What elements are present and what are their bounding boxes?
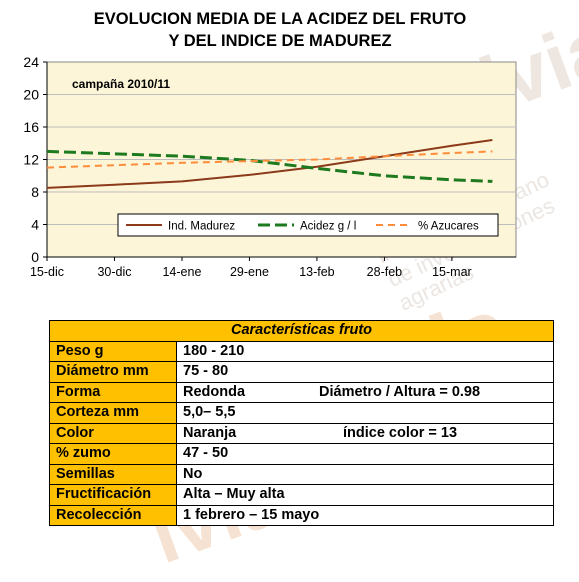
table-row: Color Naranja índice color = 13 bbox=[49, 422, 554, 444]
row-label: Semillas bbox=[49, 463, 177, 485]
row-value-cell: 47 - 50 bbox=[176, 443, 554, 465]
table-header-row: Características fruto bbox=[49, 320, 554, 342]
row-value: 75 - 80 bbox=[183, 363, 229, 380]
row-value: Naranja bbox=[183, 424, 237, 441]
legend-box bbox=[117, 213, 499, 237]
table-row: Semillas No bbox=[49, 463, 554, 485]
series-line-2 bbox=[46, 150, 493, 169]
table-row: Fructificación Alta – Muy alta bbox=[49, 484, 554, 506]
x-tick-label: 28-feb bbox=[367, 265, 402, 279]
row-label: Fructificación bbox=[49, 484, 177, 506]
row-label: Peso g bbox=[49, 340, 177, 362]
legend-label-1: Acidez g / l bbox=[300, 221, 356, 233]
legend-label-0: Ind. Madurez bbox=[168, 221, 235, 233]
x-tick-label: 15-dic bbox=[30, 265, 64, 279]
chart-title: EVOLUCION MEDIA DE LA ACIDEZ DEL FRUTO Y… bbox=[40, 8, 520, 52]
x-tick-label: 14-ene bbox=[162, 265, 201, 279]
row-value: Redonda bbox=[183, 383, 246, 400]
y-tick-label: 0 bbox=[31, 249, 39, 265]
table-row: Diámetro mm 75 - 80 bbox=[49, 361, 554, 383]
row-value-cell: Redonda Diámetro / Altura = 0.98 bbox=[176, 381, 554, 403]
row-value-cell: 180 - 210 bbox=[176, 340, 554, 362]
row-value-cell: Alta – Muy alta bbox=[176, 484, 554, 506]
row-extra: índice color = 13 bbox=[343, 424, 458, 441]
row-value: 180 - 210 bbox=[183, 342, 245, 359]
row-value-cell: 1 febrero – 15 mayo bbox=[176, 504, 554, 526]
y-tick-label: 24 bbox=[23, 54, 39, 70]
y-tick-label: 20 bbox=[23, 87, 39, 103]
row-label: Color bbox=[49, 422, 177, 444]
x-tick-label: 29-ene bbox=[230, 265, 269, 279]
table-row: Forma Redonda Diámetro / Altura = 0.98 bbox=[49, 381, 554, 403]
row-value: 1 febrero – 15 mayo bbox=[183, 506, 320, 523]
chart-title-line2: Y DEL INDICE DE MADUREZ bbox=[168, 32, 392, 50]
table-row: Peso g 180 - 210 bbox=[49, 340, 554, 362]
row-label: % zumo bbox=[49, 443, 177, 465]
table-row: Corteza mm 5,0– 5,5 bbox=[49, 402, 554, 424]
x-tick-label: 30-dic bbox=[97, 265, 131, 279]
row-label: Diámetro mm bbox=[49, 361, 177, 383]
x-tick-label: 15-mar bbox=[432, 265, 472, 279]
campaign-annotation: campaña 2010/11 bbox=[72, 77, 170, 91]
y-tick-label: 12 bbox=[23, 152, 39, 168]
chart-title-line1: EVOLUCION MEDIA DE LA ACIDEZ DEL FRUTO bbox=[93, 10, 467, 28]
x-tick-label: 13-feb bbox=[299, 265, 334, 279]
row-extra: Diámetro / Altura = 0.98 bbox=[319, 383, 481, 400]
row-label: Corteza mm bbox=[49, 402, 177, 424]
series-line-1 bbox=[46, 149, 493, 183]
row-value-cell: Naranja índice color = 13 bbox=[176, 422, 554, 444]
row-value: 5,0– 5,5 bbox=[183, 404, 236, 421]
table-header: Características fruto bbox=[49, 320, 554, 342]
table-row: Recolección 1 febrero – 15 mayo bbox=[49, 504, 554, 526]
y-tick-label: 16 bbox=[23, 119, 39, 135]
line-chart: 0 4 8 12 16 20 24 15-dic 30-dic 14-ene 29-ene 13-fe… bbox=[23, 54, 517, 279]
row-value-cell: 75 - 80 bbox=[176, 361, 554, 383]
row-value-cell: No bbox=[176, 463, 554, 485]
row-value: 47 - 50 bbox=[183, 445, 229, 462]
row-label: Recolección bbox=[49, 504, 177, 526]
characteristics-table: Características fruto Peso g 180 - 210 Diá… bbox=[49, 320, 554, 526]
legend-label-2: % Azucares bbox=[418, 221, 479, 233]
y-tick-label: 4 bbox=[31, 217, 39, 233]
row-value: No bbox=[183, 465, 203, 482]
y-tick-label: 8 bbox=[31, 184, 39, 200]
row-value: Alta – Muy alta bbox=[183, 486, 285, 503]
row-label: Forma bbox=[49, 381, 177, 403]
characteristics-table-grid: Características fruto Peso g 180 - 210 Diá… bbox=[49, 320, 554, 526]
series-line-0 bbox=[46, 139, 493, 189]
table-row: % zumo 47 - 50 bbox=[49, 443, 554, 465]
row-value-cell: 5,0– 5,5 bbox=[176, 402, 554, 424]
